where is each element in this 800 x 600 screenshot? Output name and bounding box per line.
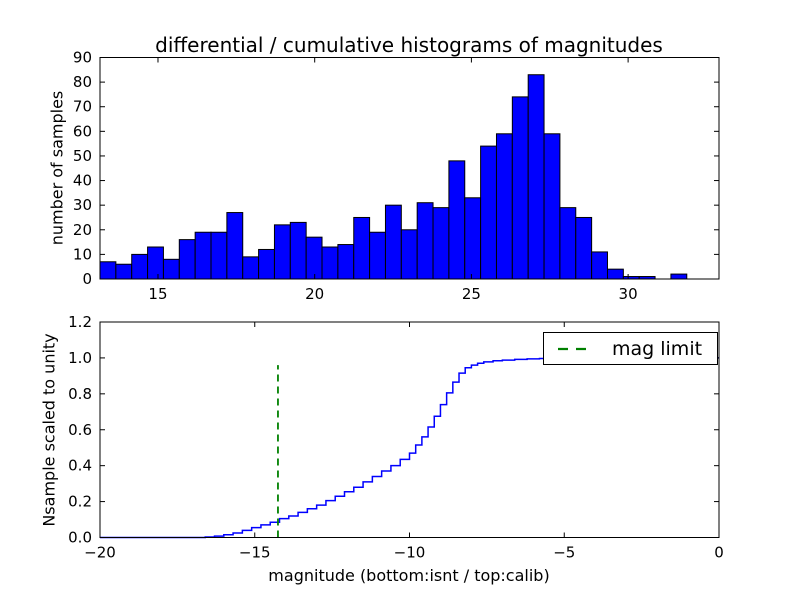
histogram-bar bbox=[147, 246, 164, 280]
histogram-bar bbox=[115, 263, 133, 280]
y-tick-label: 90 bbox=[73, 49, 92, 67]
y-tick-label: 0.0 bbox=[68, 529, 92, 547]
y-tick-label: 0.2 bbox=[68, 493, 92, 511]
top-y-axis-label: number of samples bbox=[47, 90, 67, 246]
y-tick-label: 60 bbox=[73, 122, 92, 140]
chart-title: differential / cumulative histograms of … bbox=[155, 33, 663, 57]
x-tick-label: 30 bbox=[619, 285, 638, 303]
histogram-bar bbox=[353, 216, 371, 280]
histogram-bar bbox=[289, 221, 307, 280]
histogram-bar bbox=[480, 145, 497, 280]
top-axes: 15 20 25 30 0 10 20 30 40 50 60 70 80 90 bbox=[73, 49, 720, 303]
histogram-bar bbox=[273, 224, 291, 280]
histogram-bar bbox=[559, 207, 577, 280]
x-tick-label: −15 bbox=[239, 544, 271, 562]
x-tick-label: 0 bbox=[714, 544, 724, 562]
legend-dashed-line-icon bbox=[558, 347, 594, 350]
histogram-bar bbox=[400, 229, 418, 280]
y-tick-label: 20 bbox=[73, 221, 92, 239]
y-tick-label: 0.8 bbox=[68, 385, 92, 403]
histogram-bar bbox=[242, 256, 260, 280]
histogram-bar bbox=[527, 74, 545, 280]
histogram-bar bbox=[99, 261, 117, 280]
histogram-bar bbox=[321, 246, 339, 280]
x-tick-label: −20 bbox=[84, 544, 116, 562]
y-tick-label: 50 bbox=[73, 147, 92, 165]
legend: mag limit bbox=[543, 332, 718, 365]
histogram-bar bbox=[591, 251, 608, 280]
histogram-bar bbox=[258, 248, 275, 280]
x-tick-label: −10 bbox=[394, 544, 426, 562]
legend-label: mag limit bbox=[612, 337, 703, 360]
histogram-bar bbox=[670, 273, 688, 280]
histogram-bar bbox=[432, 207, 450, 280]
bottom-x-axis-label: magnitude (bottom:isnt / top:calib) bbox=[268, 566, 550, 585]
y-tick-label: 70 bbox=[73, 98, 92, 116]
y-tick-label: 30 bbox=[73, 196, 92, 214]
y-tick-label: 0.6 bbox=[68, 421, 92, 439]
histogram-bar bbox=[384, 204, 402, 280]
y-tick-label: 40 bbox=[73, 172, 92, 190]
histogram-bar bbox=[305, 236, 323, 280]
cumulative-curve bbox=[100, 357, 719, 539]
histogram-bar bbox=[131, 253, 149, 280]
histogram-bar bbox=[226, 212, 244, 280]
histogram-bar bbox=[337, 244, 355, 280]
x-tick-label: 20 bbox=[305, 285, 324, 303]
y-tick-label: 0.4 bbox=[68, 457, 92, 475]
x-tick-label: −5 bbox=[553, 544, 575, 562]
histogram-bar bbox=[543, 133, 561, 280]
y-tick-label: 10 bbox=[73, 245, 92, 263]
histogram-bar bbox=[194, 231, 212, 280]
x-tick-label: 15 bbox=[148, 285, 167, 303]
y-tick-label: 80 bbox=[73, 73, 92, 91]
histogram-bar bbox=[511, 96, 529, 280]
histogram-bar bbox=[178, 239, 196, 280]
histogram-bar bbox=[210, 231, 228, 280]
histogram-bar bbox=[495, 133, 513, 280]
histogram-bar bbox=[369, 231, 386, 280]
y-tick-label: 0 bbox=[82, 270, 92, 288]
bottom-axes: −20 −15 −10 −5 0 0.0 0.2 0.4 0.6 0.8 1.0 1.2 bbox=[68, 313, 724, 562]
x-tick-label: 25 bbox=[462, 285, 481, 303]
y-tick-label: 1.0 bbox=[68, 349, 92, 367]
y-tick-label: 1.2 bbox=[68, 313, 92, 331]
histogram-bar bbox=[464, 197, 482, 280]
histogram-bar bbox=[575, 216, 593, 280]
histogram-bar bbox=[416, 202, 434, 280]
histogram-bars bbox=[99, 74, 688, 280]
histogram-bar bbox=[606, 268, 624, 280]
histogram-bar bbox=[162, 258, 180, 280]
histogram-bar bbox=[448, 160, 466, 280]
bottom-y-axis-label: Nsample scaled to unity bbox=[39, 333, 59, 527]
